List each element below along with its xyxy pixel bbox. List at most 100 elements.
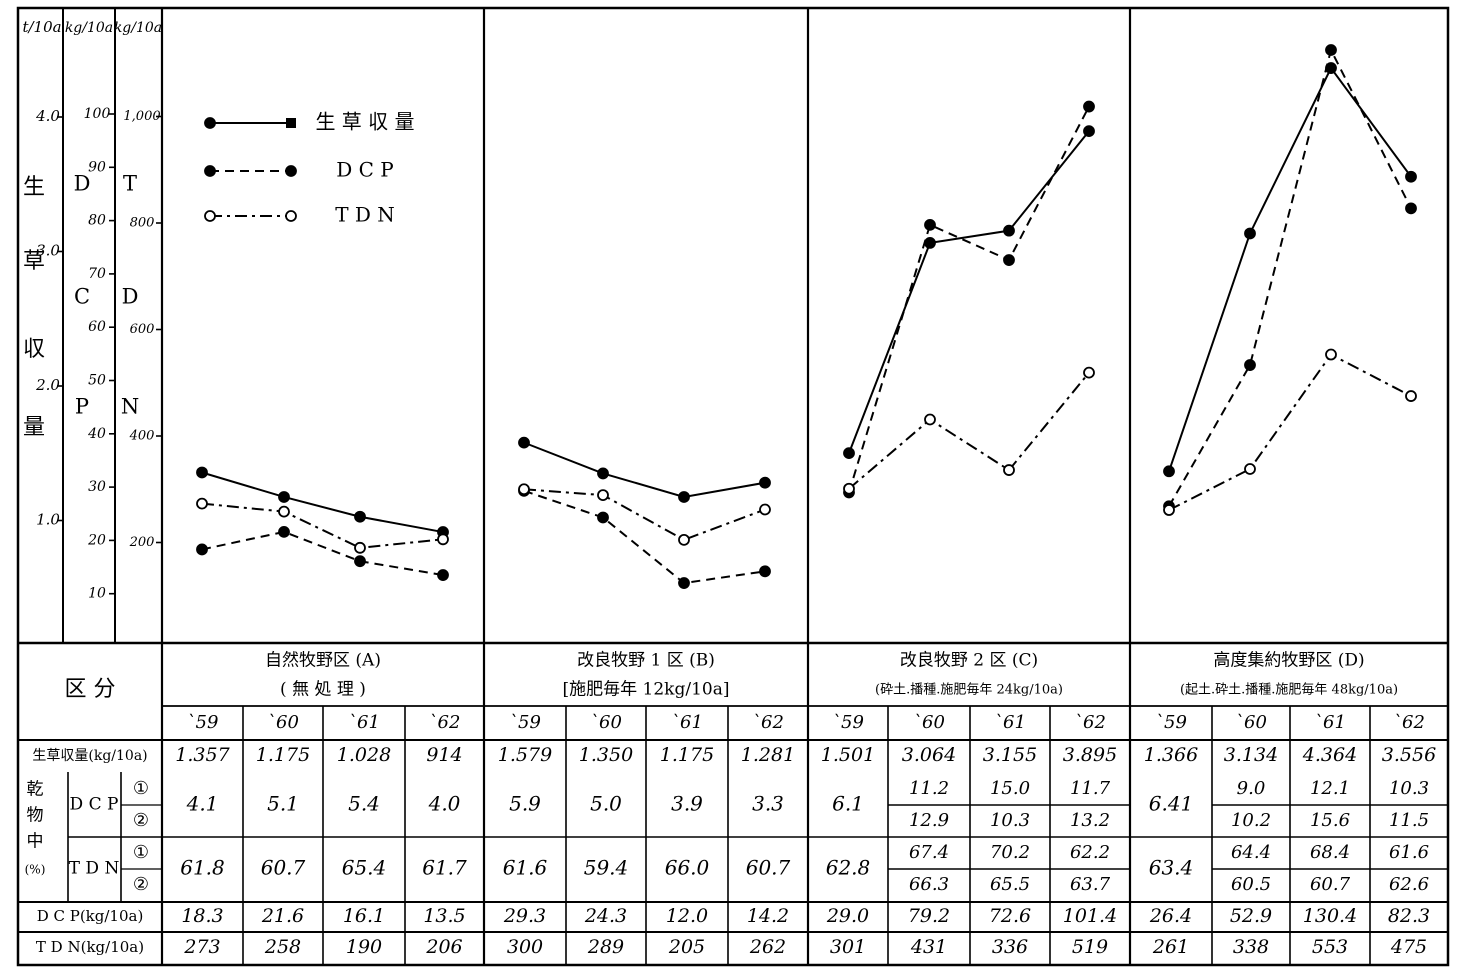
cell-tdn-pct: 62.8 <box>826 856 871 880</box>
series-tdn-point <box>678 533 690 546</box>
cell-tdn-pct: 65.4 <box>342 856 387 880</box>
axis-label-dcp: D <box>74 172 91 196</box>
cell-dcp-pct: 15.6 <box>1310 810 1350 831</box>
cell-dcp-pct: 4.1 <box>186 792 219 816</box>
row-label-dry: 乾 <box>27 780 44 800</box>
group-note: ( 無 処 理 ) <box>280 680 366 700</box>
series-tdn-point <box>759 503 771 516</box>
cell-dcp-pct: 10.2 <box>1231 810 1271 831</box>
series-tdn-line <box>848 371 1090 490</box>
cell-tdn-amount: 519 <box>1072 936 1108 958</box>
cell-dcp-pct: 3.3 <box>752 792 784 816</box>
cell-dcp-pct: 5.4 <box>348 792 380 816</box>
cell-dcp-pct: 11.7 <box>1070 778 1111 799</box>
cell-dcp-pct: 15.0 <box>990 778 1030 799</box>
row-label-dry-unit: (%) <box>25 863 46 877</box>
series-yield-line <box>201 471 444 534</box>
year-header: `61 <box>994 712 1026 733</box>
legend-marker-dcp <box>204 165 216 177</box>
series-tdn-point <box>354 541 366 554</box>
cell-dcp-pct: 5.9 <box>509 792 541 816</box>
cell-yield: 1.175 <box>256 744 310 766</box>
series-yield-point <box>196 466 208 479</box>
series-tdn-point <box>278 505 290 518</box>
cell-tdn-amount: 475 <box>1390 936 1427 958</box>
axis-label-yield: 草 <box>23 249 45 274</box>
row-label-yield: 生草収量(kg/10a) <box>32 748 147 764</box>
row-label-dcp-amount: D C P(kg/10a) <box>37 907 144 925</box>
series-dcp-point <box>759 565 771 578</box>
legend-marker-tdn <box>204 210 216 222</box>
cell-tdn-pct: 62.6 <box>1389 874 1429 895</box>
series-tdn-point <box>843 482 855 495</box>
cell-dcp-amount: 29.0 <box>826 905 869 927</box>
cell-tdn-pct: 65.5 <box>990 874 1030 895</box>
group-name: 自然牧野区 (A) <box>265 651 381 671</box>
cell-dcp-pct: 11.5 <box>1389 810 1429 831</box>
series-yield-point <box>843 447 855 460</box>
series-dcp-point <box>437 569 449 581</box>
year-header: `59 <box>187 712 219 733</box>
year-header: `61 <box>671 712 703 733</box>
cell-tdn-amount: 190 <box>346 936 382 958</box>
axis-label-tdn: T <box>123 172 137 196</box>
tick-label-dcp: 10 <box>88 586 106 602</box>
tick-label-yield: 3.0 <box>36 242 60 260</box>
tick-label-dcp: 90 <box>88 159 106 175</box>
tick-label-yield: 2.0 <box>35 376 60 394</box>
cell-dcp-amount: 26.4 <box>1149 905 1192 927</box>
year-header: `60 <box>267 712 299 733</box>
cell-tdn-amount: 431 <box>910 936 947 958</box>
year-header: `61 <box>348 712 380 733</box>
series-yield-line <box>848 130 1090 454</box>
series-yield-point <box>1003 224 1015 237</box>
cell-tdn-amount: 258 <box>264 936 301 958</box>
tick-label-dcp: 100 <box>84 106 111 122</box>
cell-tdn-amount: 301 <box>830 936 866 958</box>
series-yield-point <box>924 236 936 249</box>
group-name: 高度集約牧野区 (D) <box>1213 651 1364 671</box>
outer-frame <box>16 6 1450 967</box>
cell-dcp-amount: 14.2 <box>747 905 789 927</box>
year-header: `62 <box>1074 712 1106 733</box>
cell-yield: 1.501 <box>821 744 875 766</box>
series-dcp-point <box>1325 44 1337 56</box>
cell-tdn-pct: 60.7 <box>746 856 791 880</box>
cell-tdn-amount: 338 <box>1233 936 1269 958</box>
axis-unit-dcp: kg/10a <box>65 20 113 36</box>
row-label-cut: ① <box>133 778 149 799</box>
group-note: (砕土.播種.施肥毎年 24kg/10a) <box>875 682 1063 698</box>
year-header: `62 <box>752 712 784 733</box>
cell-dcp-pct: 10.3 <box>990 810 1030 831</box>
axis-label-yield: 量 <box>23 415 45 440</box>
series-yield-point <box>354 510 366 523</box>
row-label-tdn-amount: T D N(kg/10a) <box>36 938 144 956</box>
cell-yield: 914 <box>426 744 462 766</box>
series-tdn-point <box>1244 463 1256 475</box>
cell-tdn-amount: 336 <box>992 936 1028 958</box>
axis-label-tdn: N <box>121 395 139 419</box>
axis-unit-tdn: kg/10a <box>114 20 162 36</box>
series-tdn-line <box>201 502 444 549</box>
tick-label-dcp: 30 <box>88 479 106 495</box>
tick-label-dcp: 20 <box>87 532 106 548</box>
cell-tdn-pct: 61.6 <box>1389 842 1429 863</box>
cell-tdn-pct: 59.4 <box>584 856 629 880</box>
axis-unit-yield: t/10a <box>22 18 61 36</box>
tick-label-yield: 1.0 <box>36 511 60 529</box>
group-name: 改良牧野 2 区 (C) <box>900 651 1038 671</box>
cell-dcp-pct: 10.3 <box>1389 778 1429 799</box>
series-yield-line <box>1168 66 1412 472</box>
cell-dcp-amount: 82.3 <box>1388 905 1430 927</box>
year-header: `59 <box>1155 712 1187 733</box>
series-yield-point <box>1083 125 1095 138</box>
series-yield-point <box>1244 227 1256 240</box>
cell-dcp-pct: 9.0 <box>1237 778 1266 799</box>
legend-label-yield: 生 草 収 量 <box>315 110 414 134</box>
group-note: [施肥毎年 12kg/10a] <box>563 680 730 700</box>
cell-tdn-pct: 61.7 <box>422 856 467 880</box>
series-yield-point <box>1163 465 1175 478</box>
year-header: `61 <box>1314 712 1346 733</box>
axis-label-tdn: D <box>122 285 139 309</box>
cell-dcp-pct: 6.41 <box>1149 792 1194 816</box>
